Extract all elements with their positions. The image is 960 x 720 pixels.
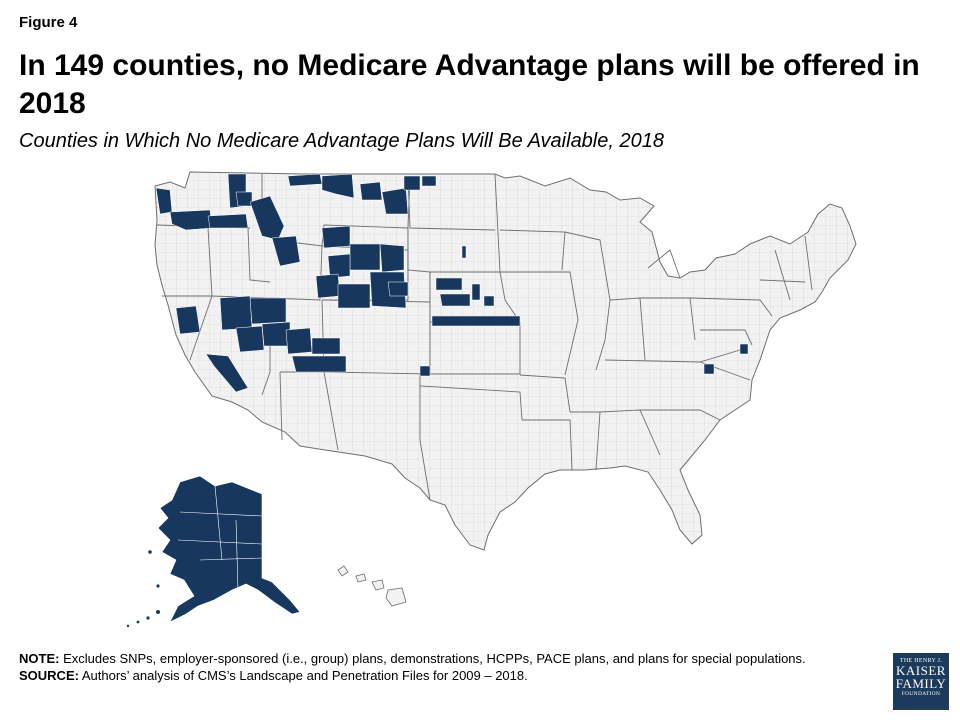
no-ma-counties xyxy=(155,173,749,393)
logo-line-4: FOUNDATION xyxy=(901,691,941,697)
source-text: Authors’ analysis of CMS’s Landscape and… xyxy=(81,668,528,683)
logo-line-2: KAISER xyxy=(896,663,946,678)
kff-logo: THE HENRY J. KAISER FAMILY FOUNDATION xyxy=(893,653,949,710)
logo-line-1: THE HENRY J. xyxy=(899,658,943,664)
logo-line-3: FAMILY xyxy=(895,676,947,691)
hawaii xyxy=(337,565,407,607)
footnotes: NOTE: Excludes SNPs, employer-sponsored … xyxy=(19,650,809,684)
source-label: SOURCE: xyxy=(19,668,79,683)
figure-label: Figure 4 xyxy=(19,14,78,31)
page-subtitle: Counties in Which No Medicare Advantage … xyxy=(19,130,664,152)
note-line: NOTE: Excludes SNPs, employer-sponsored … xyxy=(19,650,809,667)
source-line: SOURCE: Authors’ analysis of CMS’s Lands… xyxy=(19,667,809,684)
aleutian-islands xyxy=(126,550,160,628)
page-title: In 149 counties, no Medicare Advantage p… xyxy=(19,49,920,120)
note-text: Excludes SNPs, employer-sponsored (i.e.,… xyxy=(63,651,806,666)
note-label: NOTE: xyxy=(19,651,60,666)
alaska xyxy=(157,475,301,623)
alaska-county-lines xyxy=(177,485,263,591)
